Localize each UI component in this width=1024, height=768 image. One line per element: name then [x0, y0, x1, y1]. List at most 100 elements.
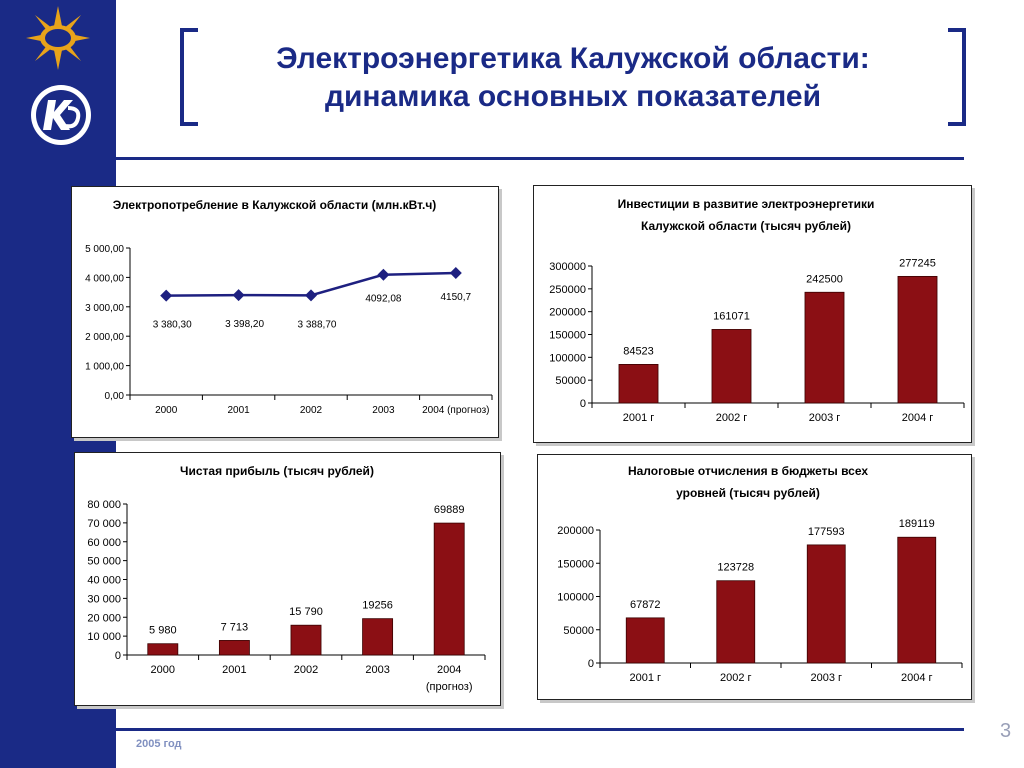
data-point-label: 3 380,30 [153, 320, 192, 331]
x-category-label: 2003 [365, 664, 389, 676]
x-category-label: 2003 г [809, 412, 841, 424]
x-category-sublabel: (прогноз) [426, 681, 473, 693]
x-category-label: 2004 (прогноз) [422, 405, 489, 416]
bar [290, 624, 322, 656]
x-category-label: 2004 г [902, 412, 934, 424]
footer-divider [116, 728, 964, 731]
x-category-label: 2001 г [623, 412, 655, 424]
bar-value-label: 19256 [362, 600, 393, 612]
data-point-label: 3 388,70 [298, 319, 337, 330]
y-tick-label: 0 [588, 658, 594, 670]
investments-chart-panel: Инвестиции в развитие электроэнергетики К… [533, 185, 972, 443]
y-tick-label: 100000 [549, 352, 586, 364]
bar [433, 522, 465, 656]
data-point-marker [449, 266, 462, 279]
bar [625, 617, 665, 664]
y-tick-label: 50 000 [87, 556, 121, 568]
chart-title-line1: Налоговые отчисления в бюджеты всех [628, 464, 868, 478]
slide-title-line1: Электроэнергетика Калужской области: [276, 42, 870, 75]
profit-chart-panel: Чистая прибыль (тысяч рублей) 0 10 000 20 0… [74, 452, 501, 706]
title-bracket-right [948, 28, 966, 126]
bar-value-label: 84523 [623, 345, 654, 357]
bar-value-label: 177593 [808, 526, 845, 538]
bar [897, 536, 937, 664]
chart-title: Чистая прибыль (тысяч рублей) [180, 464, 374, 478]
x-category-label: 2001 [227, 405, 250, 416]
y-tick-label: 2 000,00 [85, 332, 124, 343]
chart-title-line1: Инвестиции в развитие электроэнергетики [618, 197, 875, 211]
y-tick-label: 4 000,00 [85, 273, 124, 284]
bar [362, 618, 394, 656]
bar-value-label: 69889 [434, 504, 465, 516]
bar-value-label: 277245 [899, 257, 936, 269]
y-tick-label: 60 000 [87, 537, 121, 549]
chart-title: Электропотребление в Калужской области (… [113, 198, 437, 212]
bar-value-label: 123728 [717, 562, 754, 574]
y-tick-label: 10 000 [87, 631, 121, 643]
y-tick-label: 70 000 [87, 518, 121, 530]
y-tick-label: 250000 [549, 284, 586, 296]
bar-value-label: 5 980 [149, 625, 177, 637]
rao-ues-logo [26, 6, 90, 70]
profit-chart: Чистая прибыль (тысяч рублей) 0 10 000 20 0… [87, 464, 486, 693]
y-tick-label: 150000 [549, 330, 586, 342]
x-category-label: 2000 [151, 664, 175, 676]
bar [711, 329, 752, 404]
bar-value-label: 15 790 [289, 606, 323, 618]
y-tick-label: 0 [580, 398, 586, 410]
investments-chart: Инвестиции в развитие электроэнергетики К… [549, 197, 965, 424]
x-category-label: 2002 [294, 664, 318, 676]
y-tick-label: 200000 [549, 307, 586, 319]
data-point-marker [305, 289, 317, 302]
y-tick-label: 150000 [557, 558, 594, 570]
bar [147, 643, 179, 656]
page-number: 3 [1000, 720, 1012, 742]
y-tick-label: 0 [115, 650, 121, 662]
y-tick-label: 50000 [555, 375, 586, 387]
y-tick-label: 5 000,00 [85, 244, 124, 255]
x-category-label: 2002 г [716, 412, 748, 424]
data-point-marker [377, 268, 390, 281]
data-point-label: 4092,08 [365, 294, 402, 305]
bar-value-label: 67872 [630, 599, 661, 611]
consumption-chart-panel: Электропотребление в Калужской области (… [71, 186, 499, 438]
chart-title-line2: уровней (тысяч рублей) [676, 486, 820, 500]
x-category-label: 2002 г [720, 672, 752, 684]
y-tick-label: 80 000 [87, 499, 121, 511]
x-category-label: 2004 г [901, 672, 933, 684]
data-point-label: 4150,7 [441, 292, 472, 303]
data-point-label: 3 398,20 [225, 319, 264, 330]
footer-year: 2005 год [136, 738, 182, 750]
slide-title: Электроэнергетика Калужской области: дин… [180, 40, 966, 116]
chart-title-line2: Калужской области (тысяч рублей) [641, 219, 851, 233]
data-point-marker [160, 289, 173, 302]
x-category-label: 2004 [437, 664, 461, 676]
bar-value-label: 7 713 [221, 621, 249, 633]
bar [716, 580, 756, 664]
x-category-label: 2002 [300, 405, 323, 416]
x-category-label: 2003 [372, 405, 395, 416]
y-tick-label: 3 000,00 [85, 303, 124, 314]
y-tick-label: 40 000 [87, 575, 121, 587]
bar-value-label: 189119 [899, 518, 935, 530]
bar [218, 640, 250, 656]
y-tick-label: 50000 [563, 625, 594, 637]
bar [804, 291, 845, 404]
bar-value-label: 242500 [806, 273, 843, 285]
y-tick-label: 0,00 [105, 391, 125, 402]
title-bracket-left [180, 28, 198, 126]
data-point-marker [232, 289, 245, 302]
y-tick-label: 20 000 [87, 612, 121, 624]
y-tick-label: 200000 [557, 525, 594, 537]
x-category-label: 2001 [222, 664, 246, 676]
bar [618, 364, 659, 404]
bar [806, 544, 846, 664]
taxes-chart-panel: Налоговые отчисления в бюджеты всех уровн… [537, 454, 972, 700]
kaluga-energo-logo [31, 85, 91, 145]
x-category-label: 2000 [155, 405, 178, 416]
y-tick-label: 1 000,00 [85, 362, 124, 373]
slide-title-line2: динамика основных показателей [324, 80, 822, 113]
consumption-chart: Электропотребление в Калужской области (… [85, 198, 493, 416]
y-tick-label: 30 000 [87, 593, 121, 605]
y-tick-label: 100000 [557, 592, 594, 604]
